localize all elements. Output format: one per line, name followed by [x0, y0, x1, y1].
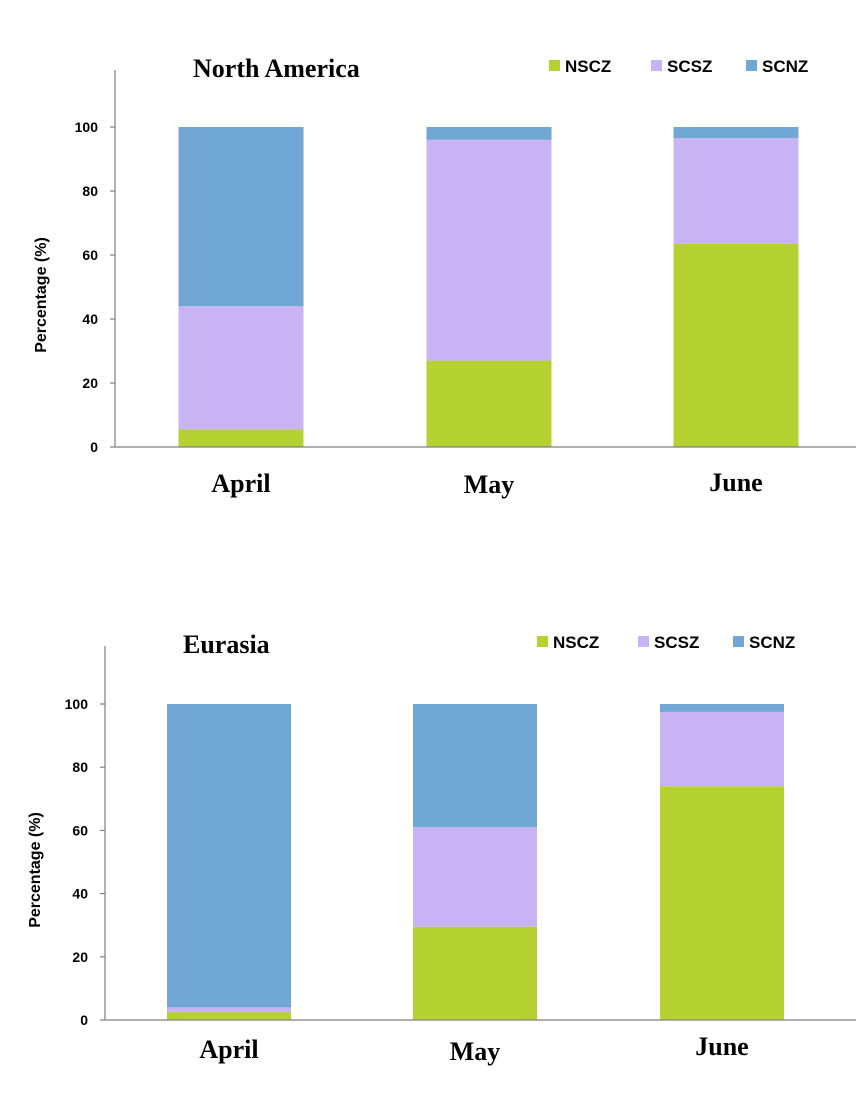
bar-segment-april-scnz — [167, 704, 291, 1008]
legend-swatch-nscz — [537, 636, 548, 647]
bar-segment-may-nscz — [426, 360, 552, 447]
chart-panel-north-america: North America NSCZ SCSZ SCNZ Percentage (%) 0… — [8, 8, 856, 516]
y-tick-label-60: 60 — [82, 247, 98, 263]
x-category-label-april: April — [199, 1035, 258, 1064]
y-tick-label-0: 0 — [80, 1012, 88, 1028]
legend-label-scnz: SCNZ — [762, 57, 808, 76]
legend-swatch-nscz — [549, 60, 560, 71]
bar-segment-may-nscz — [413, 926, 537, 1020]
bar-segment-april-scnz — [178, 127, 304, 307]
legend-label-scsz: SCSZ — [667, 57, 712, 76]
bar-segment-june-scnz — [673, 127, 799, 139]
legend-swatch-scsz — [651, 60, 662, 71]
x-category-label-april: April — [211, 469, 270, 498]
legend-swatch-scsz — [638, 636, 649, 647]
bar-segment-april-nscz — [167, 1012, 291, 1020]
bar-segment-may-scnz — [426, 127, 552, 140]
bar-segment-may-scsz — [426, 139, 552, 361]
legend-label-scsz: SCSZ — [654, 633, 699, 652]
legend-label-nscz: NSCZ — [565, 57, 611, 76]
bar-segment-may-scnz — [413, 704, 537, 828]
bar-segment-april-scsz — [178, 306, 304, 430]
y-tick-label-100: 100 — [75, 119, 99, 135]
y-tick-label-0: 0 — [90, 439, 98, 455]
y-tick-label-40: 40 — [82, 311, 98, 327]
y-tick-label-40: 40 — [72, 886, 88, 902]
bar-segment-april-scsz — [167, 1007, 291, 1013]
y-axis-label: Percentage (%) — [27, 812, 44, 928]
y-tick-label-100: 100 — [65, 696, 89, 712]
bar-segment-may-scsz — [413, 827, 537, 927]
chart-title: North America — [193, 54, 360, 83]
x-category-label-june: June — [709, 468, 762, 497]
y-tick-label-20: 20 — [72, 949, 88, 965]
bar-segment-june-scnz — [660, 704, 784, 712]
chart-eurasia: Eurasia NSCZ SCSZ SCNZ Percentage (%) 0 20 40 60… — [27, 630, 856, 1066]
legend-swatch-scnz — [733, 636, 744, 647]
legend-swatch-scnz — [746, 60, 757, 71]
bar-segment-june-nscz — [673, 243, 799, 447]
y-tick-label-80: 80 — [72, 759, 88, 775]
bar-segment-june-scsz — [673, 138, 799, 244]
x-category-label-may: May — [464, 470, 515, 499]
chart-north-america: North America NSCZ SCSZ SCNZ Percentage (%) 0… — [33, 54, 856, 499]
bar-segment-june-scsz — [660, 711, 784, 787]
chart-panel-eurasia: Eurasia NSCZ SCSZ SCNZ Percentage (%) 0 20 40 60… — [8, 584, 856, 1092]
legend-label-scnz: SCNZ — [749, 633, 795, 652]
x-category-label-may: May — [450, 1037, 501, 1066]
legend-label-nscz: NSCZ — [553, 633, 599, 652]
chart-title: Eurasia — [183, 630, 270, 659]
y-axis-label: Percentage (%) — [33, 237, 50, 353]
y-tick-label-80: 80 — [82, 183, 98, 199]
y-tick-label-60: 60 — [72, 822, 88, 838]
bar-segment-april-nscz — [178, 429, 304, 447]
bar-segment-june-nscz — [660, 786, 784, 1020]
y-tick-label-20: 20 — [82, 375, 98, 391]
x-category-label-june: June — [695, 1032, 748, 1061]
